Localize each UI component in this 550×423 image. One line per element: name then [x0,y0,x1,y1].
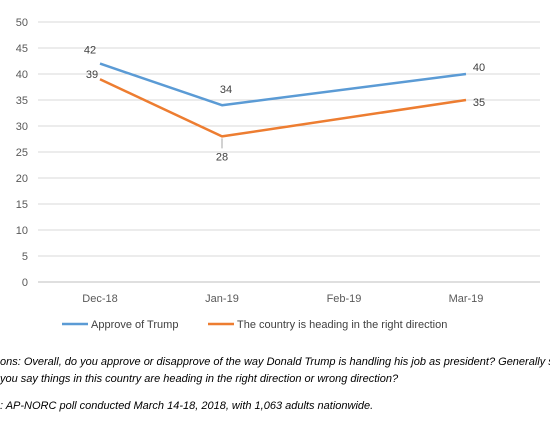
series-lines [99,62,467,138]
y-tick-label-50: 50 [16,17,28,29]
data-labels: 42 34 40 39 28 35 [84,45,485,164]
y-axis-ticks: 0 5 10 15 20 25 30 35 40 45 50 [16,17,28,289]
y-tick-label-45: 45 [16,43,28,55]
data-label-1-mar-19: 40 [473,62,485,74]
source-note: : AP-NORC poll conducted March 14-18, 20… [0,400,374,412]
y-tick-label-25: 25 [16,147,28,159]
y-tick-label-10: 10 [16,225,28,237]
questions-note-line-1: ons: Overall, do you approve or disappro… [0,356,550,368]
y-tick-label-35: 35 [16,95,28,107]
x-tick-label-dec-18: Dec-18 [82,293,117,305]
legend-label-2: The country is heading in the right dire… [237,319,447,331]
y-tick-label-20: 20 [16,173,28,185]
x-tick-label-jan-19: Jan-19 [205,293,239,305]
x-tick-label-feb-19: Feb-19 [327,293,362,305]
y-tick-label-40: 40 [16,69,28,81]
data-label-2-dec-18: 39 [86,69,98,81]
series-line-2 [99,78,467,138]
data-label-2-mar-19: 35 [473,97,485,109]
legend: Approve of Trump The country is heading i… [62,319,447,331]
x-tick-label-mar-19: Mar-19 [449,293,484,305]
legend-label-1: Approve of Trump [91,319,178,331]
questions-note-line-2: you say things in this country are headi… [0,373,399,385]
y-tick-label-30: 30 [16,121,28,133]
data-label-2-jan-19: 28 [216,151,228,163]
series-line-1 [99,62,467,107]
gridlines [38,21,540,283]
data-label-1-dec-18: 42 [84,45,96,57]
y-tick-label-15: 15 [16,199,28,211]
x-axis-ticks: Dec-18 Jan-19 Feb-19 Mar-19 [82,293,483,305]
y-tick-label-0: 0 [22,277,28,289]
data-label-1-jan-19: 34 [220,84,232,96]
y-tick-label-5: 5 [22,251,28,263]
